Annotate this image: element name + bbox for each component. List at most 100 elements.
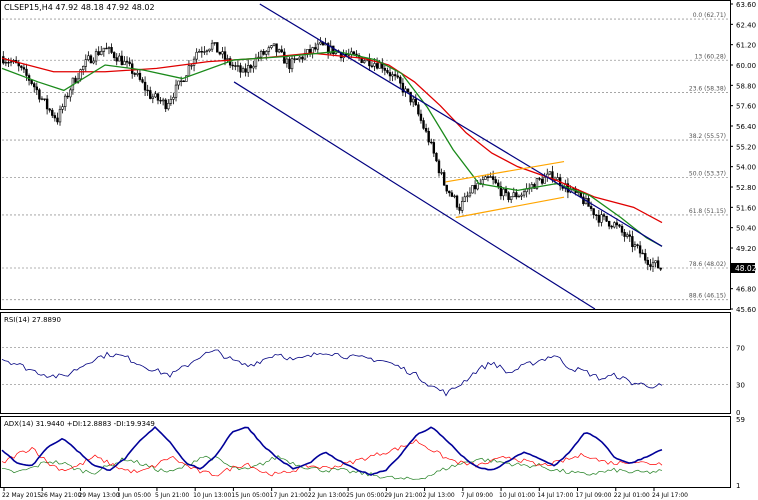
fib-level-label: 23.6 (58.38)	[689, 85, 726, 92]
candle-body	[386, 70, 389, 73]
candle-body	[7, 61, 10, 64]
candle-body	[249, 65, 252, 69]
candle-body	[396, 75, 399, 78]
rsi-indicator: 70 30 0	[1, 345, 745, 417]
candle-body	[100, 51, 103, 55]
candle-body	[285, 58, 289, 64]
candle-body	[30, 80, 33, 84]
candle-body	[254, 57, 258, 67]
candle-body	[494, 179, 497, 184]
candle-body	[218, 51, 222, 55]
candle-body	[437, 160, 441, 174]
fib-level-label: 50.0 (53.37)	[689, 170, 726, 177]
price-pane[interactable]	[0, 0, 731, 310]
rsi-pane[interactable]	[0, 312, 731, 414]
adx-line	[1, 425, 663, 476]
candle-body	[138, 72, 142, 80]
candle-body	[383, 68, 387, 71]
time-tick-label: 22 May 2015	[2, 492, 41, 499]
candle-body	[440, 172, 443, 174]
fib-level-label: 0.0 (62.71)	[693, 12, 726, 19]
candle-body	[448, 190, 451, 194]
price-tick-label: 54.00	[736, 164, 756, 172]
candle-body	[497, 182, 500, 187]
candle-body	[458, 206, 461, 211]
candle-body	[401, 82, 405, 93]
candle-body	[520, 194, 523, 197]
time-tick-label: 7 Jul 09:00	[461, 492, 493, 499]
candle-body	[226, 58, 229, 60]
time-tick-label: 25 Jun 05:00	[346, 492, 384, 499]
candle-body	[272, 43, 276, 46]
candle-body	[316, 43, 320, 50]
candle-body	[9, 61, 13, 63]
candle-body	[450, 192, 454, 197]
candle-body	[167, 103, 170, 110]
candle-body	[633, 244, 637, 248]
candle-body	[236, 65, 240, 67]
channel-upper-line	[259, 3, 663, 247]
candle-body	[352, 51, 356, 55]
candle-body	[638, 245, 642, 254]
candle-body	[265, 51, 268, 55]
moving-average-fast	[1, 50, 663, 247]
candle-body	[87, 55, 90, 60]
time-tick-label: 3 Jun 05:00	[117, 492, 151, 499]
candle-body	[69, 89, 72, 98]
candle-body	[595, 214, 598, 216]
candle-body	[471, 185, 474, 194]
candle-body	[146, 89, 149, 92]
candle-body	[38, 89, 41, 100]
candle-body	[270, 45, 273, 48]
candle-body	[329, 45, 332, 54]
candle-body	[143, 81, 147, 91]
candle-body	[105, 47, 108, 50]
candle-body	[406, 88, 410, 93]
candle-body	[625, 234, 629, 237]
time-tick-label: 15 Jun 05:00	[231, 492, 269, 499]
candle-body	[391, 74, 394, 77]
candle-body	[74, 77, 77, 83]
candle-body	[602, 214, 606, 217]
candle-body	[486, 176, 490, 178]
price-axis: 63.60 62.40 61.20 60.00 58.80 57.60 56.40 55.20…	[730, 1, 756, 314]
candle-body	[344, 54, 348, 56]
candle-body	[58, 109, 62, 123]
adx-pane[interactable]	[0, 416, 731, 488]
price-tick-label: 58.80	[736, 82, 756, 90]
candle-body	[649, 264, 652, 267]
candle-body	[161, 99, 165, 102]
candle-body	[221, 51, 224, 55]
fib-level-label: 61.8 (51.15)	[689, 208, 726, 215]
price-tick-label: 55.20	[736, 143, 756, 151]
rsi-tick-label: 70	[736, 345, 745, 353]
fib-level-label: 78.6 (48.02)	[689, 261, 726, 268]
candle-body	[326, 43, 330, 54]
channel-lower-line	[233, 81, 596, 310]
candle-body	[481, 179, 485, 185]
candle-body	[592, 208, 595, 216]
candle-body	[275, 43, 278, 53]
candle-body	[82, 66, 85, 70]
candle-body	[198, 51, 201, 53]
time-tick-label: 2 Jul 13:00	[423, 492, 455, 499]
candle-body	[509, 196, 513, 200]
candle-body	[424, 128, 428, 132]
candle-body	[94, 51, 98, 62]
candle-body	[522, 191, 526, 196]
candle-body	[239, 65, 242, 73]
candle-body	[489, 176, 492, 178]
candle-body	[543, 176, 546, 184]
rsi-title: RSI(14) 27.8890	[4, 316, 61, 324]
candle-body	[290, 58, 294, 70]
candle-body	[267, 47, 271, 52]
candle-body	[605, 215, 608, 222]
candle-body	[159, 99, 162, 102]
candle-body	[641, 252, 644, 255]
candle-body	[646, 259, 650, 265]
price-tick-label: 60.00	[736, 62, 756, 70]
candle-body	[156, 93, 160, 101]
candle-body	[430, 141, 433, 144]
